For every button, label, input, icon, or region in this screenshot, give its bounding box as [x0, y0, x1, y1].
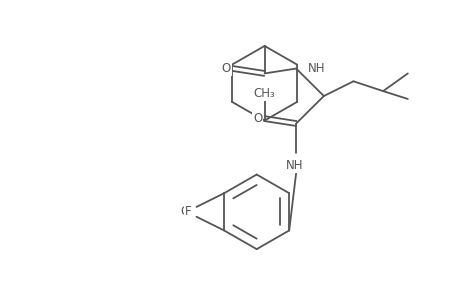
Text: O: O	[252, 112, 262, 125]
Text: CH₃: CH₃	[253, 87, 275, 100]
Text: NH: NH	[308, 62, 325, 75]
Text: Cl: Cl	[180, 205, 192, 218]
Text: O: O	[221, 62, 230, 75]
Text: F: F	[185, 205, 191, 218]
Text: NH: NH	[285, 159, 302, 172]
